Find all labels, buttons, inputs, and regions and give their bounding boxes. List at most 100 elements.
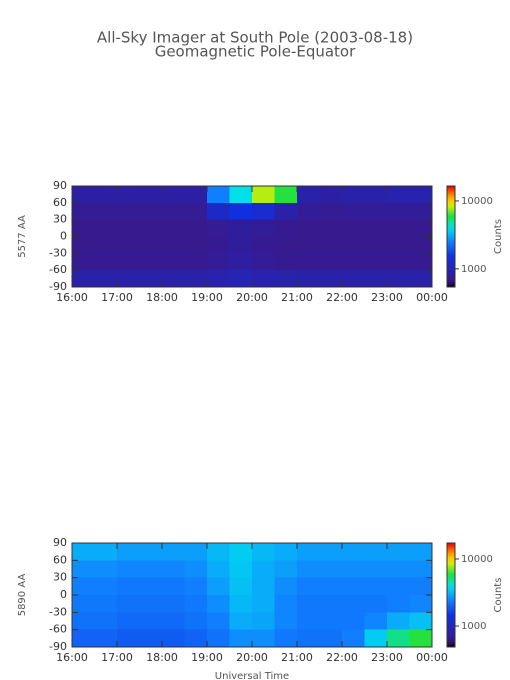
heat-cell <box>252 236 275 254</box>
heat-cell <box>184 612 208 631</box>
heat-cell <box>252 543 275 561</box>
heat-cell <box>409 270 433 288</box>
heat-cell <box>94 595 118 613</box>
heat-cell <box>94 629 118 648</box>
heat-cell <box>252 202 275 221</box>
x-tick-label: 18:00 <box>146 651 178 664</box>
heat-cell <box>184 629 208 648</box>
y-tick-label: 90 <box>53 179 67 192</box>
heat-cell <box>207 219 230 237</box>
heat-cell <box>297 629 320 648</box>
heat-cell <box>297 543 320 561</box>
y-axis-label: 5577 AA <box>17 215 28 258</box>
heat-cell <box>72 560 95 579</box>
heat-cell <box>207 253 230 271</box>
heat-cell <box>117 543 140 561</box>
heat-cell <box>387 186 410 204</box>
heat-cell <box>72 629 95 648</box>
colorbar-tick-label: 1000 <box>461 621 486 632</box>
heat-cell <box>72 236 95 254</box>
heat-cell <box>162 186 185 204</box>
heat-cell <box>94 202 118 221</box>
heat-cell <box>229 577 253 596</box>
heat-cell <box>274 560 298 579</box>
heat-cell <box>229 612 253 631</box>
heat-cell <box>252 595 275 613</box>
y-tick-label: -30 <box>49 605 67 618</box>
heat-cell <box>364 270 388 288</box>
heat-cell <box>72 543 95 561</box>
y-tick-label: 0 <box>60 588 67 601</box>
heat-cell <box>387 629 410 648</box>
heat-cell <box>297 202 320 221</box>
heat-cell <box>117 219 140 237</box>
y-tick-label: 30 <box>53 213 67 226</box>
heat-cell <box>274 543 298 561</box>
heat-cell <box>229 236 253 254</box>
x-tick-label: 00:00 <box>416 291 448 304</box>
heat-cell <box>319 543 343 561</box>
colorbar-tick-label: 10000 <box>461 196 493 207</box>
heat-cell <box>117 186 140 204</box>
heat-cell <box>184 560 208 579</box>
heat-cell <box>162 595 185 613</box>
heat-cell <box>319 629 343 648</box>
heat-cell <box>94 253 118 271</box>
colorbar-tick-label: 1000 <box>461 264 486 275</box>
heat-cell <box>139 629 163 648</box>
heat-cell <box>117 629 140 648</box>
heat-cell <box>162 612 185 631</box>
y-tick-label: 90 <box>53 536 67 549</box>
heat-cell <box>139 219 163 237</box>
heat-cell <box>117 560 140 579</box>
heat-cell <box>139 270 163 288</box>
heat-cell <box>387 270 410 288</box>
heat-cell <box>162 202 185 221</box>
heat-cell <box>207 270 230 288</box>
heat-cell <box>162 560 185 579</box>
heat-cell <box>319 236 343 254</box>
colorbar <box>446 185 456 288</box>
x-tick-label: 23:00 <box>371 651 403 664</box>
heat-cell <box>297 612 320 631</box>
heat-cell <box>364 543 388 561</box>
heat-cell <box>364 236 388 254</box>
heat-cell <box>387 253 410 271</box>
heat-cell <box>139 186 163 204</box>
heat-cell <box>297 253 320 271</box>
heat-cell <box>117 236 140 254</box>
x-tick-label: 16:00 <box>56 291 88 304</box>
heat-cell <box>162 253 185 271</box>
heat-cell <box>72 270 95 288</box>
heat-cell <box>184 543 208 561</box>
heat-cell <box>342 612 365 631</box>
heat-cell <box>342 543 365 561</box>
heat-cell <box>184 186 208 204</box>
heat-cell <box>364 560 388 579</box>
heat-cell <box>117 253 140 271</box>
heat-cell <box>409 595 433 613</box>
heat-cell <box>319 560 343 579</box>
heat-cell <box>409 236 433 254</box>
heat-cell <box>94 612 118 631</box>
x-axis-label: Universal Time <box>215 671 289 680</box>
chart-title: All-Sky Imager at South Pole (2003-08-18… <box>97 29 413 47</box>
heat-cell <box>72 577 95 596</box>
heat-cell <box>364 612 388 631</box>
heat-cell <box>297 219 320 237</box>
x-tick-label: 20:00 <box>236 651 268 664</box>
heat-cell <box>207 612 230 631</box>
heat-cell <box>297 186 320 204</box>
heat-cell <box>229 219 253 237</box>
heat-cell <box>229 629 253 648</box>
heat-cell <box>252 577 275 596</box>
heat-cell <box>274 270 298 288</box>
heat-cell <box>387 595 410 613</box>
heat-cell <box>342 270 365 288</box>
heat-cell <box>297 577 320 596</box>
heat-cell <box>207 577 230 596</box>
heat-cell <box>252 219 275 237</box>
x-tick-label: 17:00 <box>101 651 133 664</box>
x-tick-label: 00:00 <box>416 651 448 664</box>
heat-cell <box>364 629 388 648</box>
